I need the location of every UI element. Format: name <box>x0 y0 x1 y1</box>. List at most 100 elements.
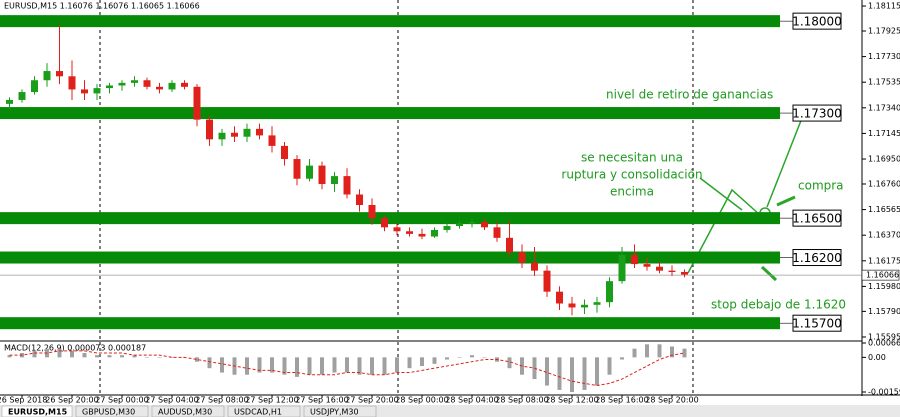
candle-body <box>443 226 451 230</box>
tab[interactable] <box>1 405 73 417</box>
macd-bar <box>220 357 224 373</box>
macd-bar <box>570 357 574 393</box>
stop-arrow <box>760 265 778 282</box>
macd-bar <box>357 357 362 375</box>
macd-bar <box>95 355 99 358</box>
x-tick-label: 27 Sep 16:00 <box>295 396 348 405</box>
macd-bar <box>607 357 612 375</box>
candle-body <box>568 303 576 308</box>
x-tick-label: 28 Sep 16:00 <box>595 396 648 405</box>
level-label: 1.17300 <box>792 107 842 121</box>
candle-body <box>456 223 463 227</box>
macd-bar <box>120 355 124 358</box>
macd-bar <box>145 357 149 358</box>
macd-bar <box>195 357 199 362</box>
current-price-label: 1.16066 <box>866 271 899 280</box>
annotation: encima <box>610 185 654 199</box>
annotation: ruptura y consolidación <box>561 168 702 182</box>
annotation: stop debajo de 1.1620 <box>711 298 846 312</box>
tab-label[interactable]: USDCAD,H1 <box>234 408 282 417</box>
y-tick-label: 1.18115 <box>868 2 900 11</box>
candle-body <box>468 222 476 224</box>
candle-body <box>168 82 176 90</box>
x-tick-label: 28 Sep 04:00 <box>445 396 498 405</box>
y-tick-label: 1.17925 <box>868 26 900 35</box>
macd-tick-label: -0.001597 <box>868 388 900 397</box>
tab[interactable] <box>151 405 225 417</box>
candle-body <box>281 145 288 160</box>
candle-body <box>218 132 226 140</box>
candle-body <box>331 176 338 184</box>
current-price-box <box>861 269 900 281</box>
candle-body <box>31 80 38 93</box>
level-band <box>0 15 780 28</box>
candle-body <box>481 222 488 228</box>
macd-bar <box>332 357 337 373</box>
candle-body <box>531 262 538 271</box>
macd-bar <box>445 357 449 360</box>
level-label: 1.18000 <box>792 15 842 29</box>
candle-body <box>318 165 326 184</box>
x-tick-label: 27 Sep 12:00 <box>245 396 298 405</box>
candle-body <box>81 89 88 94</box>
macd-bar <box>257 357 262 373</box>
tab-label[interactable]: USDJPY,M30 <box>310 408 359 417</box>
candle-body <box>631 254 638 265</box>
macd-bar <box>620 357 624 360</box>
macd-bar <box>132 355 137 358</box>
candle-body <box>231 132 238 137</box>
macd-bar <box>670 346 674 358</box>
candle-body <box>181 82 188 87</box>
arrow <box>766 117 803 208</box>
candle-body <box>581 304 588 308</box>
tab-label[interactable]: AUDUSD,M30 <box>158 408 212 417</box>
macd-bar <box>582 357 587 390</box>
macd-bar <box>595 357 599 386</box>
annotation: compra <box>798 179 844 193</box>
annotation: se necesitan una <box>581 151 683 165</box>
candle-body <box>543 270 551 292</box>
macd-bar <box>482 357 487 358</box>
buy-arrow <box>776 195 796 207</box>
level-label: 1.15700 <box>792 317 842 331</box>
x-tick-label: 28 Sep 12:00 <box>545 396 598 405</box>
candle-body <box>368 204 376 219</box>
candle-body <box>43 71 51 81</box>
x-tick-label: 28 Sep 20:00 <box>645 396 698 405</box>
candle-body <box>243 128 251 137</box>
tab[interactable] <box>303 405 377 417</box>
y-tick-label: 1.16370 <box>868 231 900 240</box>
y-tick-label: 1.15790 <box>868 307 900 316</box>
macd-bar <box>7 355 12 358</box>
macd-bar <box>645 344 649 358</box>
tab[interactable] <box>75 405 149 417</box>
tab-bar <box>0 405 900 417</box>
annotation: nivel de retiro de ganancias <box>606 88 773 102</box>
macd-bar <box>345 357 349 373</box>
level-band <box>0 212 780 225</box>
macd-bar <box>295 357 299 377</box>
candle-body <box>306 165 313 179</box>
candle-body <box>6 99 13 104</box>
macd-bar <box>70 350 74 358</box>
y-tick-label: 1.16175 <box>868 256 900 265</box>
candle-body <box>418 233 426 237</box>
candle-body <box>431 229 438 237</box>
macd-signal <box>9 350 685 387</box>
macd-tick-label: 0.00 <box>868 353 886 362</box>
candle-body <box>493 227 501 238</box>
candle-body <box>256 128 263 136</box>
x-tick-label: 28 Sep 08:00 <box>495 396 548 405</box>
macd-bar <box>170 357 174 358</box>
macd-bar <box>682 348 687 358</box>
macd-bar <box>395 357 399 373</box>
macd-bar <box>207 357 212 369</box>
candle-body <box>18 92 26 100</box>
annotation-arrows <box>687 117 803 282</box>
tab[interactable] <box>227 405 301 417</box>
macd-bar <box>407 357 412 369</box>
tab-label[interactable]: GBPUSD,M30 <box>82 408 135 417</box>
macd-bar <box>57 348 62 358</box>
level-band <box>0 107 780 120</box>
tab-label[interactable]: EURUSD,M15 <box>8 408 68 417</box>
